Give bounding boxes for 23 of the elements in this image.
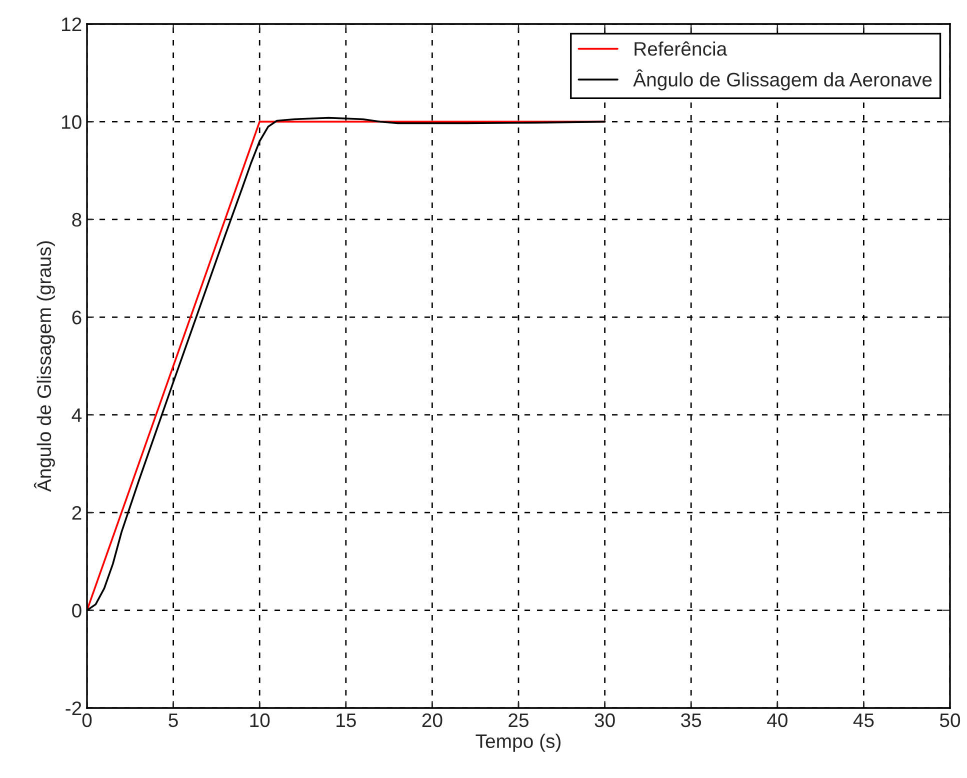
y-tick-label: 2 [72,506,82,520]
y-tick-label: 4 [72,408,82,422]
x-tick-label: 30 [594,713,615,728]
legend-label: Referência [634,41,728,56]
x-tick-label: 45 [853,714,874,728]
x-tick-label: 5 [168,714,178,728]
y-tick-label: 6 [72,310,82,324]
x-tick-label: 10 [250,713,270,728]
x-axis-title: Tempo (s) [476,734,561,752]
y-tick-label: 10 [62,115,82,129]
x-tick-label: 50 [940,713,960,728]
x-tick-label: 15 [336,714,356,728]
x-tick-label: 0 [82,713,92,728]
y-axis-title: Ângulo de Glissagem (graus) [34,241,55,492]
y-tick-label: -2 [66,701,82,716]
y-tick-label: 8 [72,212,82,227]
y-tick-label: 12 [62,17,82,32]
x-tick-label: 25 [508,713,528,728]
x-tick-label: 20 [422,713,442,728]
x-tick-label: 40 [767,713,788,728]
legend-label: Ângulo de Glissagem da Aeronave [633,69,932,90]
x-tick-label: 35 [681,713,702,728]
y-tick-label: 0 [72,604,82,618]
